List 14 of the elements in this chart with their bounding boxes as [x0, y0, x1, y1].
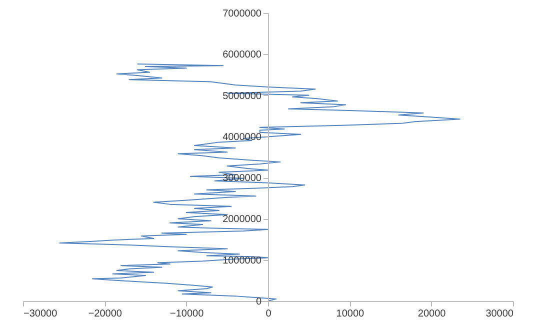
- y-tick-label: 3000000: [222, 173, 262, 184]
- x-tick-label: 10000: [336, 308, 365, 320]
- x-tick-label: −30000: [24, 308, 58, 320]
- y-tick-label: 6000000: [222, 50, 262, 61]
- y-tick-label: 7000000: [222, 8, 262, 20]
- x-tick-label: −20000: [88, 308, 122, 320]
- y-tick-label: 4000000: [222, 132, 262, 143]
- x-tick-label: 30000: [486, 308, 514, 320]
- y-tick-label: 0: [256, 296, 262, 308]
- x-tick-label: 0: [266, 308, 272, 320]
- x-tick-label: 20000: [418, 308, 446, 320]
- y-tick-label: 5000000: [222, 90, 262, 102]
- y-tick-label: 2000000: [222, 214, 262, 226]
- x-tick-label: −10000: [170, 308, 204, 320]
